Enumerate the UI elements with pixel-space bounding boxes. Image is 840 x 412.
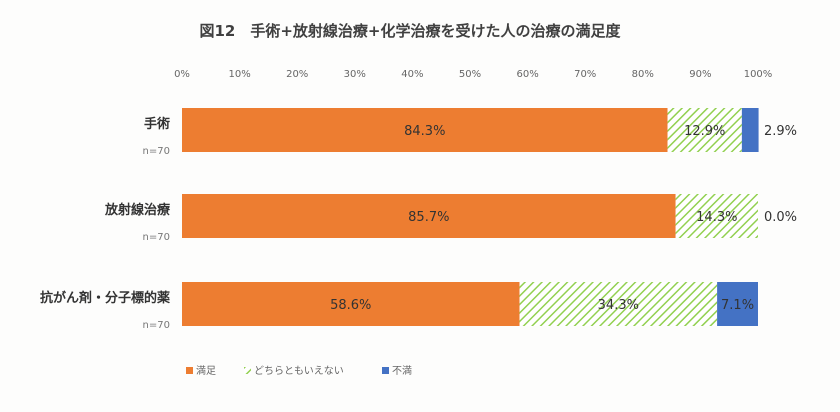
- x-tick-label: 20%: [286, 69, 308, 80]
- x-tick-label: 70%: [574, 69, 596, 80]
- data-label: 2.9%: [764, 124, 797, 139]
- category-n-label: n=70: [143, 320, 170, 331]
- data-label: 12.9%: [684, 124, 725, 139]
- data-label: 7.1%: [721, 298, 754, 313]
- bar-segment-3: [741, 108, 759, 152]
- bar-segment-2: [667, 108, 742, 152]
- x-tick-label: 0%: [174, 69, 190, 80]
- legend-label: 不満: [392, 365, 412, 377]
- legend-swatch: [244, 367, 251, 374]
- bar-segment-2: [519, 282, 718, 326]
- bar-segment-1: [182, 194, 676, 238]
- legend-swatch: [382, 367, 389, 374]
- x-tick-label: 60%: [516, 69, 538, 80]
- x-tick-label: 100%: [744, 69, 773, 80]
- x-tick-label: 90%: [689, 69, 711, 80]
- data-label: 0.0%: [764, 210, 797, 225]
- category-label: 手術: [144, 116, 170, 132]
- category-label: 放射線治療: [104, 202, 171, 218]
- x-tick-label: 40%: [401, 69, 423, 80]
- x-axis: 0% 10% 20% 30% 40% 50% 60% 70% 80% 90% 100%: [174, 69, 772, 80]
- data-label: 85.7%: [408, 210, 449, 225]
- data-label: 34.3%: [598, 298, 639, 313]
- chart-title: 図12 手術+放射線治療+化学治療を受けた人の治療の満足度: [199, 22, 621, 40]
- x-tick-label: 10%: [228, 69, 250, 80]
- legend-swatch: [186, 367, 193, 374]
- category-n-label: n=70: [143, 146, 170, 157]
- x-tick-label: 50%: [459, 69, 481, 80]
- legend-label: 満足: [196, 365, 216, 377]
- data-label: 14.3%: [696, 210, 737, 225]
- plot-area: 手術 n=70 84.3% 12.9% 2.9% 放射線治療 n=70 85.7% 14.3% 0…: [40, 108, 797, 331]
- bar-segment-2: [675, 194, 758, 238]
- data-label: 84.3%: [404, 124, 445, 139]
- x-tick-label: 80%: [632, 69, 654, 80]
- legend: 満足 どちらともいえない 不満: [186, 365, 412, 377]
- bar-segment-1: [182, 108, 668, 152]
- bar-segment-3: [717, 282, 758, 326]
- x-tick-label: 30%: [344, 69, 366, 80]
- category-label: 抗がん剤・分子標的薬: [40, 290, 171, 306]
- bar-segment-1: [182, 282, 520, 326]
- data-label: 58.6%: [330, 298, 371, 313]
- legend-label: どちらともいえない: [254, 365, 344, 377]
- category-n-label: n=70: [143, 232, 170, 243]
